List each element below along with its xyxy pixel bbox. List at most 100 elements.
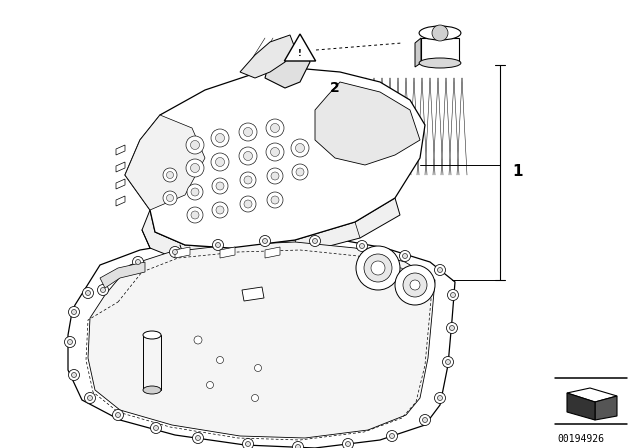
Polygon shape bbox=[88, 242, 435, 438]
Circle shape bbox=[115, 413, 120, 418]
Circle shape bbox=[291, 139, 309, 157]
Polygon shape bbox=[421, 38, 459, 63]
Circle shape bbox=[187, 207, 203, 223]
Circle shape bbox=[154, 426, 159, 431]
Circle shape bbox=[65, 336, 76, 348]
Circle shape bbox=[166, 194, 173, 202]
Circle shape bbox=[244, 200, 252, 208]
Circle shape bbox=[356, 246, 400, 290]
Circle shape bbox=[239, 123, 257, 141]
Text: !: ! bbox=[298, 49, 302, 59]
Circle shape bbox=[395, 265, 435, 305]
Polygon shape bbox=[415, 38, 421, 67]
Circle shape bbox=[435, 392, 445, 404]
Circle shape bbox=[390, 434, 394, 439]
Circle shape bbox=[211, 129, 229, 147]
Text: 1: 1 bbox=[512, 164, 522, 180]
Circle shape bbox=[150, 422, 161, 434]
Circle shape bbox=[356, 241, 367, 251]
Circle shape bbox=[364, 254, 392, 282]
Polygon shape bbox=[116, 196, 125, 206]
Circle shape bbox=[68, 370, 79, 380]
Circle shape bbox=[191, 188, 199, 196]
Circle shape bbox=[194, 336, 202, 344]
Circle shape bbox=[216, 182, 224, 190]
Circle shape bbox=[292, 441, 303, 448]
Circle shape bbox=[360, 244, 365, 249]
Circle shape bbox=[193, 432, 204, 444]
Circle shape bbox=[84, 392, 95, 404]
Circle shape bbox=[216, 357, 223, 363]
Circle shape bbox=[97, 284, 109, 296]
Polygon shape bbox=[242, 287, 264, 301]
Circle shape bbox=[191, 164, 200, 172]
Circle shape bbox=[267, 192, 283, 208]
Circle shape bbox=[212, 202, 228, 218]
Circle shape bbox=[246, 441, 250, 447]
Circle shape bbox=[271, 147, 280, 156]
Text: 00194926: 00194926 bbox=[557, 434, 604, 444]
Circle shape bbox=[438, 267, 442, 272]
Polygon shape bbox=[265, 50, 310, 88]
Polygon shape bbox=[567, 393, 595, 420]
Polygon shape bbox=[100, 262, 145, 288]
Polygon shape bbox=[567, 388, 617, 402]
Circle shape bbox=[191, 211, 199, 219]
Circle shape bbox=[243, 128, 253, 137]
Circle shape bbox=[195, 435, 200, 440]
Circle shape bbox=[292, 164, 308, 180]
Circle shape bbox=[166, 172, 173, 178]
Circle shape bbox=[163, 168, 177, 182]
Polygon shape bbox=[240, 35, 295, 78]
Circle shape bbox=[435, 264, 445, 276]
Circle shape bbox=[86, 290, 90, 296]
Circle shape bbox=[132, 257, 143, 267]
Ellipse shape bbox=[143, 331, 161, 339]
Circle shape bbox=[212, 178, 228, 194]
Circle shape bbox=[187, 184, 203, 200]
Ellipse shape bbox=[419, 26, 461, 40]
Circle shape bbox=[387, 431, 397, 441]
Circle shape bbox=[240, 196, 256, 212]
Circle shape bbox=[266, 119, 284, 137]
Circle shape bbox=[310, 236, 321, 246]
Circle shape bbox=[216, 206, 224, 214]
Circle shape bbox=[244, 176, 252, 184]
Polygon shape bbox=[284, 34, 316, 61]
Circle shape bbox=[419, 414, 431, 426]
Circle shape bbox=[442, 357, 454, 367]
Circle shape bbox=[312, 238, 317, 244]
Circle shape bbox=[191, 141, 200, 150]
Circle shape bbox=[403, 273, 427, 297]
Circle shape bbox=[255, 365, 262, 371]
Circle shape bbox=[72, 372, 77, 378]
Polygon shape bbox=[142, 198, 400, 265]
Circle shape bbox=[266, 143, 284, 161]
Circle shape bbox=[173, 250, 177, 254]
Circle shape bbox=[271, 172, 279, 180]
Circle shape bbox=[212, 240, 223, 250]
Polygon shape bbox=[175, 247, 190, 258]
Circle shape bbox=[346, 441, 351, 447]
Circle shape bbox=[216, 158, 225, 167]
Circle shape bbox=[252, 395, 259, 401]
Circle shape bbox=[371, 261, 385, 275]
Circle shape bbox=[296, 168, 304, 176]
Circle shape bbox=[259, 236, 271, 246]
Ellipse shape bbox=[419, 58, 461, 68]
Circle shape bbox=[243, 151, 253, 160]
Circle shape bbox=[445, 359, 451, 365]
Circle shape bbox=[422, 418, 428, 422]
Circle shape bbox=[207, 382, 214, 388]
Polygon shape bbox=[116, 145, 125, 155]
Circle shape bbox=[216, 134, 225, 142]
Circle shape bbox=[83, 288, 93, 298]
Circle shape bbox=[88, 396, 93, 401]
Circle shape bbox=[447, 289, 458, 301]
Polygon shape bbox=[68, 235, 455, 448]
Text: 2: 2 bbox=[330, 81, 340, 95]
Circle shape bbox=[410, 280, 420, 290]
Circle shape bbox=[447, 323, 458, 333]
Circle shape bbox=[186, 136, 204, 154]
Circle shape bbox=[267, 168, 283, 184]
